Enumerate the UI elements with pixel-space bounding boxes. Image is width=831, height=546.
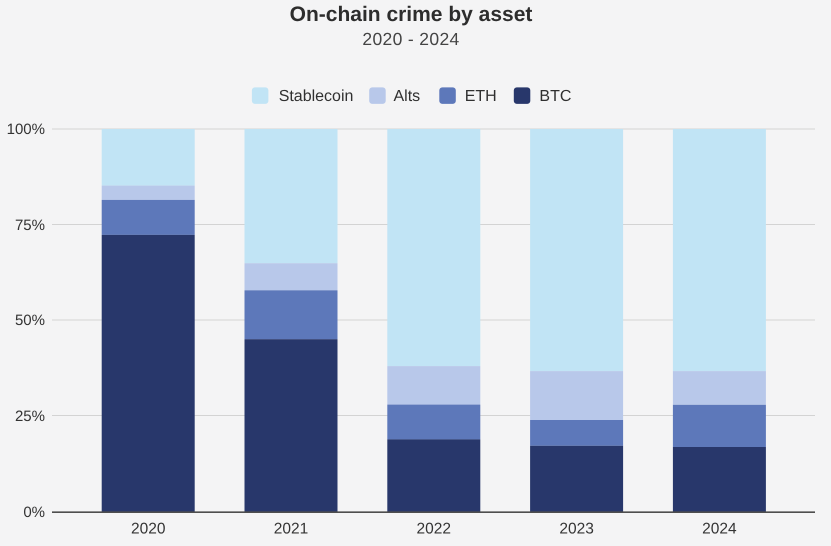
svg-text:ETH: ETH (465, 88, 497, 105)
svg-text:2023: 2023 (559, 520, 593, 537)
svg-text:100%: 100% (7, 121, 45, 138)
svg-text:75%: 75% (15, 217, 45, 234)
svg-text:2024: 2024 (702, 520, 737, 537)
svg-text:On-chain crime by asset: On-chain crime by asset (290, 3, 533, 26)
svg-text:Alts: Alts (394, 88, 421, 105)
svg-text:2020 - 2024: 2020 - 2024 (362, 29, 459, 49)
svg-text:2022: 2022 (417, 520, 451, 537)
svg-text:2021: 2021 (274, 520, 308, 537)
svg-text:BTC: BTC (539, 88, 571, 105)
svg-text:50%: 50% (15, 312, 45, 329)
svg-text:0%: 0% (23, 504, 45, 521)
svg-text:25%: 25% (15, 408, 45, 425)
svg-text:2020: 2020 (131, 520, 166, 537)
svg-text:Stablecoin: Stablecoin (279, 88, 354, 105)
